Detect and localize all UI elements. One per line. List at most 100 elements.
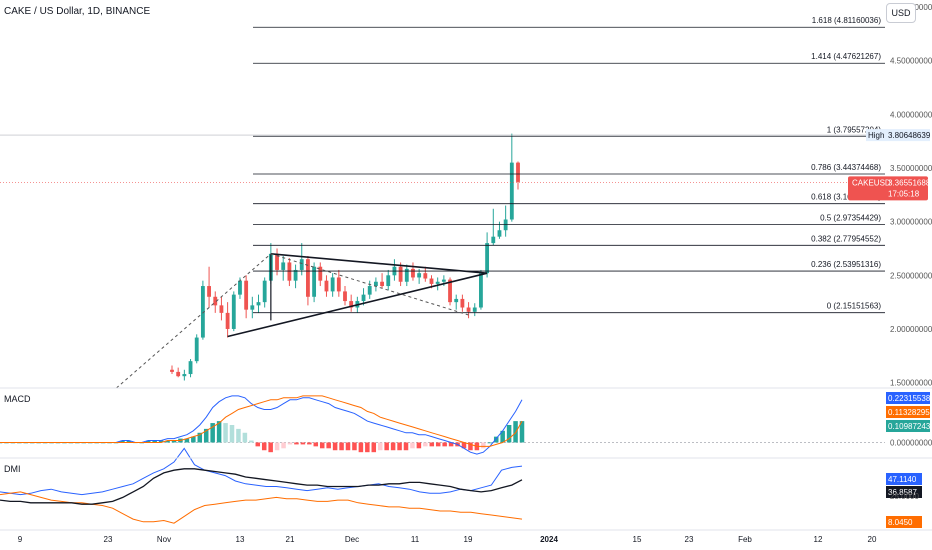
candle-body bbox=[361, 294, 366, 302]
time-tick-label: 9 bbox=[18, 535, 23, 544]
fib-level-label: 0.786 (3.44374468) bbox=[811, 163, 881, 172]
macd-histogram-bar bbox=[442, 442, 447, 447]
dmi-series-line bbox=[0, 468, 523, 505]
macd-histogram-bar bbox=[326, 442, 331, 449]
triangle-lower-line bbox=[227, 272, 488, 338]
macd-histogram-bar bbox=[468, 442, 473, 451]
macd-histogram-bar bbox=[345, 442, 351, 451]
macd-histogram-bar bbox=[365, 442, 370, 453]
macd-histogram-bar bbox=[377, 442, 383, 451]
candle-body bbox=[281, 262, 286, 270]
macd-histogram-bar bbox=[500, 430, 505, 443]
macd-histogram-bar bbox=[255, 442, 261, 447]
macd-value-label: 0.10987243 bbox=[888, 422, 931, 431]
time-tick-label: 23 bbox=[104, 535, 113, 544]
time-tick-label: 19 bbox=[464, 535, 473, 544]
candle-body bbox=[287, 262, 292, 281]
macd-histogram-bar bbox=[242, 432, 248, 443]
candle-body bbox=[318, 266, 323, 281]
macd-title: MACD bbox=[4, 394, 31, 404]
price-tick-label: 2.00000000 bbox=[890, 325, 932, 334]
candle-body bbox=[182, 374, 187, 377]
fib-level-label: 0.5 (2.97354429) bbox=[820, 213, 881, 222]
macd-value-tag bbox=[886, 420, 930, 432]
macd-histogram-bar bbox=[403, 442, 409, 451]
fib-level-label: 0.618 (3.16754305) bbox=[811, 193, 881, 202]
currency-button[interactable]: USD bbox=[886, 3, 916, 23]
trend-dashed-line bbox=[270, 253, 469, 316]
candle-body bbox=[479, 273, 483, 308]
macd-histogram-bar bbox=[423, 442, 428, 447]
fib-level-label: 1.618 (4.81160036) bbox=[812, 16, 882, 25]
candle-body bbox=[312, 266, 317, 297]
macd-histogram-bar bbox=[145, 440, 151, 443]
time-tick-label: 15 bbox=[633, 535, 642, 544]
macd-histogram-bar bbox=[158, 440, 164, 443]
dmi-series-line bbox=[0, 491, 523, 524]
dmi-value-label: 36.8587 bbox=[888, 488, 917, 497]
candle-body bbox=[380, 281, 384, 287]
macd-histogram-bar bbox=[448, 442, 454, 447]
macd-pane: MACD bbox=[0, 394, 885, 455]
fib-level-label: 1.414 (4.47621267) bbox=[811, 52, 881, 61]
price-axis: 1.50000000 2.00000000 2.50000000 3.00000000… bbox=[0, 3, 932, 531]
candle-body bbox=[231, 294, 236, 329]
candle-body bbox=[466, 307, 471, 312]
candle-body bbox=[386, 275, 391, 287]
candle-body bbox=[225, 312, 230, 329]
time-axis: 9 23 Nov 13 21 Dec 11 19 2024 15 23 Feb 12 20 bbox=[18, 535, 877, 544]
fib-level-label: 0.236 (2.53951316) bbox=[811, 260, 881, 269]
dmi-pane: DMI bbox=[0, 447, 523, 524]
macd-histogram-bar bbox=[390, 442, 396, 451]
macd-histogram-bar bbox=[513, 421, 518, 443]
candle-body bbox=[306, 259, 310, 297]
macd-histogram-bar bbox=[120, 440, 125, 443]
dmi-value-label: 8.0450 bbox=[888, 518, 913, 527]
macd-histogram-bar bbox=[410, 442, 415, 449]
macd-histogram-bar bbox=[435, 442, 441, 447]
macd-histogram-bar bbox=[249, 440, 254, 443]
candle-body bbox=[491, 236, 496, 244]
time-tick-label: Feb bbox=[738, 535, 752, 544]
macd-histogram-bar bbox=[203, 428, 209, 443]
last-price-countdown: 17:05:18 bbox=[888, 189, 920, 198]
candle-body bbox=[299, 259, 304, 270]
price-tick-label: 3.50000000 bbox=[890, 164, 932, 173]
macd-histogram-bar bbox=[229, 425, 235, 443]
macd-histogram-bar bbox=[493, 436, 499, 443]
candle-body bbox=[435, 281, 440, 284]
candle-body bbox=[448, 279, 452, 303]
macd-histogram-bar bbox=[307, 442, 312, 445]
price-tick-label: 3.00000000 bbox=[890, 218, 932, 227]
dmi-value-tag bbox=[886, 516, 922, 528]
time-tick-label: 11 bbox=[411, 535, 420, 544]
candle-body bbox=[336, 277, 341, 292]
time-tick-label: 13 bbox=[236, 535, 245, 544]
macd-histogram-bar bbox=[506, 425, 512, 443]
candle-body bbox=[516, 162, 520, 182]
high-tag bbox=[866, 129, 930, 142]
macd-histogram-bar bbox=[300, 442, 306, 445]
macd-histogram-bar bbox=[216, 421, 222, 443]
time-tick-label: Nov bbox=[157, 535, 171, 544]
fib-level-label: 0.382 (2.77954552) bbox=[811, 234, 881, 243]
candle-body bbox=[454, 298, 459, 303]
macd-histogram-bar bbox=[281, 442, 286, 449]
price-tick-label: 2.50000000 bbox=[890, 271, 932, 280]
candle-body bbox=[194, 337, 199, 362]
dmi-value-label: 47.1140 bbox=[888, 475, 917, 484]
macd-histogram-bar bbox=[384, 442, 389, 451]
candle-body bbox=[429, 278, 434, 284]
time-tick-label: 20 bbox=[868, 535, 877, 544]
price-pane: 1.618 (4.81160036) 1.414 (4.47621267) 1 (3… bbox=[0, 16, 885, 389]
macd-histogram-bar bbox=[191, 436, 196, 443]
candle-body bbox=[250, 305, 255, 310]
time-tick-label: Dec bbox=[345, 535, 359, 544]
high-label: High bbox=[868, 131, 884, 140]
macd-histogram-bar bbox=[197, 432, 203, 443]
fib-level-label: 0 (2.15151563) bbox=[827, 302, 882, 311]
macd-histogram-bar bbox=[184, 438, 190, 443]
candle-body bbox=[485, 243, 490, 274]
macd-histogram-bar bbox=[371, 442, 377, 453]
